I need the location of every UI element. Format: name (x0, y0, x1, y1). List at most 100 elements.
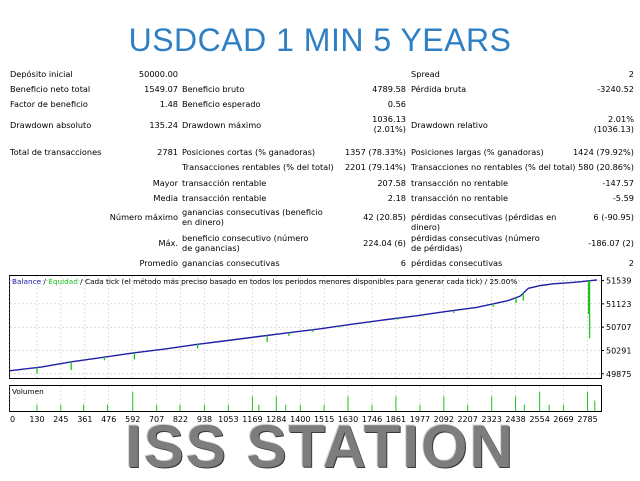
promedio-ganancias-label: ganancias consecutivas (182, 258, 280, 268)
total-transacciones-value: 2781 (157, 147, 178, 157)
x-tick-label: 592 (125, 415, 140, 424)
promedio-label: Promedio (139, 258, 178, 268)
x-tick-label: 0 (10, 415, 15, 424)
promedio-ganancias-value: 6 (400, 258, 406, 268)
x-tick-label: 130 (29, 415, 44, 424)
report-headline: USDCAD 1 MIN 5 YEARS (128, 22, 512, 58)
beneficio-esperado-label: Beneficio esperado (182, 99, 261, 109)
balance-chart: 51539 51123 50707 50291 49875 Balance / Equi… (9, 275, 633, 427)
posiciones-cortas-label: Posiciones cortas (% ganadoras) (182, 147, 316, 157)
balance-chart-svg: 51539 51123 50707 50291 49875 Balance / Equi… (9, 275, 631, 424)
volume-panel-frame (9, 385, 602, 412)
media-no-rentable-label: transacción no rentable (411, 193, 509, 203)
x-tick-label: 1515 (314, 415, 334, 424)
drawdown-maximo-label: Drawdown máximo (182, 120, 262, 130)
perdida-bruta-value: -3240.52 (597, 84, 634, 94)
x-tick-label: 1861 (386, 415, 406, 424)
deposito-inicial-label: Depósito inicial (10, 69, 73, 79)
x-tick-label: 361 (77, 415, 92, 424)
max-label: Máx. (158, 238, 178, 248)
y-tick-label: 51539 (606, 277, 631, 286)
media-no-rentable-value: -5.59 (612, 193, 634, 203)
equity-drops (36, 280, 591, 374)
perdidas-consecutivas-numero-label: pérdidas consecutivas (número de pérdida… (411, 233, 540, 253)
volume-bars (36, 392, 596, 411)
chart-legend: Balance / Equidad / Cada tick (el método… (12, 277, 517, 286)
deposito-inicial-value: 50000.00 (138, 69, 178, 79)
spread-label: Spread (411, 69, 440, 79)
transacciones-rentables-label: Transacciones rentables (% del total) (182, 162, 334, 172)
ganancias-consecutivas-value: 42 (20.85) (363, 212, 406, 222)
legend-sep-2: / (78, 277, 85, 286)
y-axis-labels: 51539 51123 50707 50291 49875 (601, 277, 631, 379)
beneficio-consecutivo-value: 224.04 (6) (363, 238, 406, 248)
volume-label: Volumen (12, 387, 44, 396)
x-tick-label: 2438 (505, 415, 525, 424)
beneficio-neto-value: 1549.07 (144, 84, 178, 94)
beneficio-bruto-label: Beneficio bruto (182, 84, 245, 94)
x-tick-label: 1169 (242, 415, 262, 424)
beneficio-bruto-value: 4789.58 (372, 84, 406, 94)
perdidas-consecutivas-numero-value: -186.07 (2) (588, 238, 634, 248)
drawdown-maximo-value: 1036.13 (2.01%) (372, 114, 406, 134)
posiciones-cortas-value: 1357 (78.33%) (344, 147, 406, 157)
x-tick-label: 2092 (434, 415, 454, 424)
numero-maximo-label: Número máximo (109, 212, 178, 222)
perdidas-consecutivas-dinero-value: 6 (-90.95) (593, 212, 634, 222)
y-tick-label: 50707 (606, 323, 631, 332)
x-tick-label: 1400 (290, 415, 310, 424)
perdidas-consecutivas-dinero-label: pérdidas consecutivas (pérdidas en diner… (411, 212, 557, 232)
x-tick-label: 2785 (577, 415, 597, 424)
beneficio-esperado-value: 0.56 (387, 99, 406, 109)
media-label: Media (153, 193, 178, 203)
y-tick-label: 49875 (606, 370, 631, 379)
x-tick-label: 1746 (362, 415, 382, 424)
watermark: ISS STATION (125, 413, 515, 480)
x-tick-label: 476 (101, 415, 116, 424)
spread-value: 2 (628, 69, 634, 79)
y-tick-label: 50291 (606, 346, 631, 355)
main-grid (9, 276, 601, 378)
drawdown-absoluto-value: 135.24 (149, 120, 178, 130)
beneficio-neto-label: Beneficio neto total (10, 84, 91, 94)
x-tick-label: 822 (173, 415, 188, 424)
mayor-label: Mayor (152, 178, 178, 188)
transacciones-no-rentables-label: Transacciones no rentables (% del total) (411, 162, 576, 172)
transacciones-rentables-value: 2201 (79.14%) (344, 162, 406, 172)
legend-sep-3: / (482, 277, 489, 286)
mayor-rentable-label: transacción rentable (182, 178, 267, 188)
x-tick-label: 1630 (338, 415, 358, 424)
media-rentable-value: 2.18 (387, 193, 406, 203)
legend-balance: Balance (12, 277, 42, 286)
x-tick-label: 2669 (553, 415, 573, 424)
x-tick-label: 2323 (482, 415, 502, 424)
x-tick-label: 2207 (457, 415, 477, 424)
perdida-bruta-label: Pérdida bruta (411, 84, 467, 94)
mayor-no-rentable-label: transacción no rentable (411, 178, 509, 188)
media-rentable-label: transacción rentable (182, 193, 267, 203)
x-tick-label: 1977 (410, 415, 430, 424)
legend-note: Cada tick (el método más preciso basado … (85, 277, 483, 286)
x-tick-label: 245 (53, 415, 68, 424)
x-tick-label: 1284 (266, 415, 286, 424)
x-tick-label: 2554 (529, 415, 549, 424)
y-tick-label: 51123 (606, 300, 631, 309)
drawdown-absoluto-label: Drawdown absoluto (10, 120, 92, 130)
legend-sep-1: / (41, 277, 48, 286)
total-transacciones-label: Total de transacciones (10, 147, 102, 157)
legend-equity: Equidad (48, 277, 78, 286)
transacciones-no-rentables-value: 580 (20.86%) (578, 162, 634, 172)
mayor-rentable-value: 207.58 (377, 178, 406, 188)
beneficio-consecutivo-label: beneficio consecutivo (número de gananci… (182, 233, 309, 253)
posiciones-largas-label: Posiciones largas (% ganadoras) (411, 147, 544, 157)
x-tick-label: 1053 (218, 415, 238, 424)
promedio-perdidas-value: 2 (628, 258, 634, 268)
factor-beneficio-value: 1.48 (159, 99, 178, 109)
x-tick-label: 938 (197, 415, 212, 424)
drawdown-relativo-value: 2.01% (1036.13) (593, 114, 634, 134)
posiciones-largas-value: 1424 (79.92%) (572, 147, 634, 157)
mayor-no-rentable-value: -147.57 (602, 178, 634, 188)
ganancias-consecutivas-label: ganancias consecutivas (beneficio en din… (182, 207, 323, 227)
x-tick-label: 707 (149, 415, 164, 424)
x-axis-labels: 0 130 245 361 476 592 707 822 938 1053 1169 1284 140… (10, 415, 598, 424)
